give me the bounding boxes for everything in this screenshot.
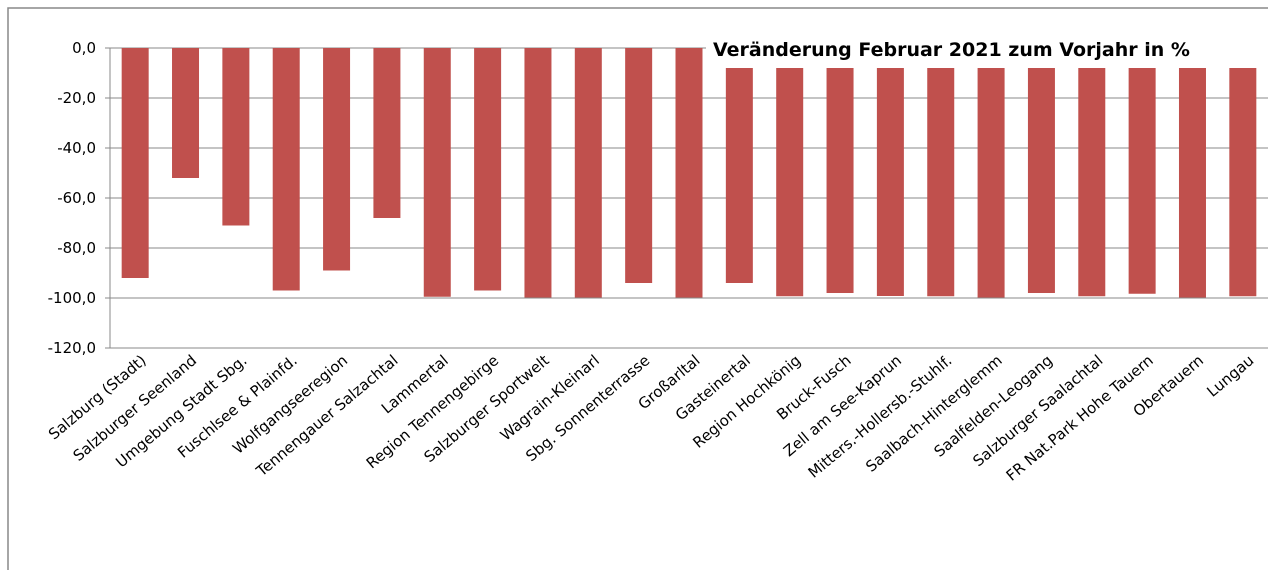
bar [675,48,703,298]
bar [625,48,653,283]
bar [222,48,250,226]
y-tick-label: -60,0 [57,189,96,207]
bar [272,48,300,291]
y-tick-label: -80,0 [57,239,96,257]
bar [876,48,904,296]
bar [474,48,502,291]
y-tick-label: -120,0 [48,339,96,357]
bar [927,48,955,297]
bar [1078,48,1106,297]
bar [524,48,552,298]
bar [1027,48,1055,293]
bar [373,48,401,218]
bar [172,48,200,178]
bar [323,48,351,271]
bar [1229,48,1257,297]
bar [725,48,753,283]
y-tick-label: -100,0 [48,289,96,307]
bar [977,48,1005,298]
bar [826,48,854,293]
bar [574,48,602,298]
bar [776,48,804,297]
y-tick-label: 0,0 [72,39,96,57]
title-background [706,30,1268,68]
bar [1178,48,1206,298]
bar [423,48,451,297]
bar [121,48,149,278]
chart-title: Veränderung Februar 2021 zum Vorjahr in … [713,39,1190,61]
bar [1128,48,1156,294]
y-tick-label: -20,0 [57,89,96,107]
y-tick-label: -40,0 [57,139,96,157]
